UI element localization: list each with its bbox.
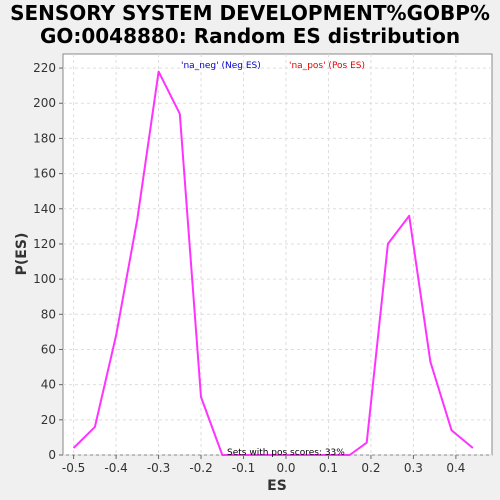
- x-tick-label: 0.4: [446, 461, 465, 475]
- x-tick-label: -0.1: [232, 461, 255, 475]
- x-axis-label: ES: [267, 478, 287, 494]
- x-tick-label: -0.5: [62, 461, 85, 475]
- series-lines: [72, 70, 474, 456]
- y-tick-label: 160: [33, 167, 56, 181]
- x-tick-label: -0.3: [147, 461, 170, 475]
- y-tick-label: 120: [33, 237, 56, 251]
- y-tick-label: 40: [41, 378, 56, 392]
- legend-entry: 'na_neg' (Neg ES): [181, 61, 261, 71]
- plot-area: [62, 53, 493, 456]
- y-tick-label: 200: [33, 96, 56, 110]
- x-tick-label: -0.4: [104, 461, 127, 475]
- y-tick-label: 140: [33, 202, 56, 216]
- tick-labels: -0.5 -0.4 -0.3 -0.2 -0.1 0.0 0.1 0.2 0.3 0.4 0 20 40…: [33, 61, 465, 475]
- chart-title-line-2: GO:0048880: Random ES distribution: [39, 24, 461, 48]
- chart-title-line-1: SENSORY SYSTEM DEVELOPMENT%GOBP%: [10, 1, 490, 25]
- x-tick-label: 0.3: [404, 461, 423, 475]
- y-tick-label: 80: [41, 307, 56, 321]
- grid-lines: [63, 54, 492, 456]
- y-tick-label: 220: [33, 61, 56, 75]
- x-tick-label: 0.0: [276, 461, 295, 475]
- y-tick-label: 20: [41, 413, 56, 427]
- y-tick-label: 100: [33, 272, 56, 286]
- legend-entry: 'na_pos' (Pos ES): [289, 61, 365, 71]
- x-tick-label: -0.2: [189, 461, 212, 475]
- es-distribution-line: [72, 70, 474, 456]
- x-tick-label: 0.1: [319, 461, 338, 475]
- axes: [59, 67, 457, 459]
- y-tick-label: 180: [33, 131, 56, 145]
- y-tick-label: 60: [41, 342, 56, 356]
- y-tick-label: 0: [48, 448, 56, 462]
- x-tick-label: 0.2: [361, 461, 380, 475]
- y-axis-label: P(ES): [14, 233, 30, 276]
- pos-scores-annotation: Sets with pos scores: 33%: [227, 448, 345, 458]
- chart-title: SENSORY SYSTEM DEVELOPMENT%GOBP% GO:0048…: [0, 2, 500, 48]
- legend: 'na_neg' (Neg ES) 'na_pos' (Pos ES): [181, 61, 365, 71]
